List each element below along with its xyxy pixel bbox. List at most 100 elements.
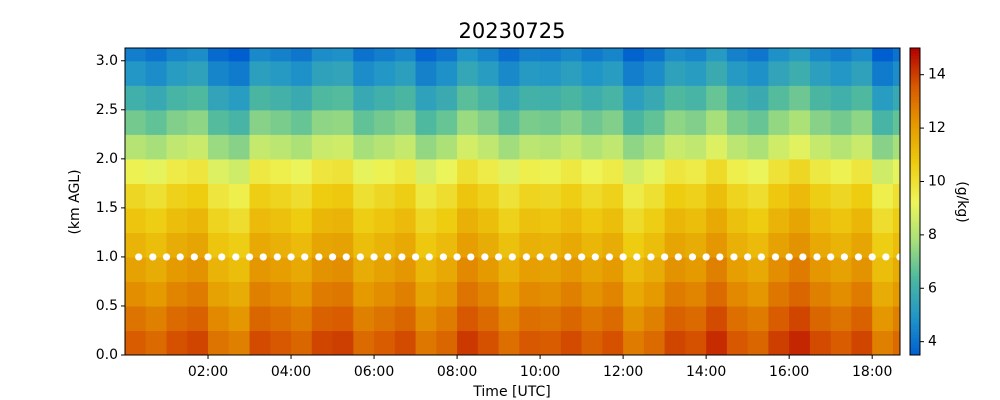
colorbar-segment: [910, 101, 920, 105]
heat-cell: [457, 207, 479, 233]
heat-cell: [643, 281, 666, 307]
marker-dot: [384, 253, 392, 261]
colorbar-segment: [910, 329, 920, 333]
heat-cell: [125, 281, 147, 307]
heat-cell: [187, 256, 209, 283]
heat-cell: [747, 305, 770, 332]
heat-cell: [560, 232, 583, 258]
heat-cell: [457, 183, 479, 209]
heat-cell: [249, 183, 271, 209]
heat-cell: [892, 207, 900, 233]
heat-cell: [477, 109, 500, 135]
heat-cell: [208, 85, 230, 111]
heat-cell: [166, 330, 188, 355]
heat-cell: [706, 232, 728, 258]
heat-cell: [623, 85, 645, 111]
heat-cell: [643, 134, 666, 160]
colorbar-segment: [910, 132, 920, 136]
colorbar-segment: [910, 342, 920, 346]
heat-cell: [291, 134, 313, 160]
colorbar-segment: [910, 150, 920, 154]
heat-cell: [685, 134, 707, 160]
x-tick-label: 04:00: [271, 364, 311, 380]
heat-cell: [270, 60, 292, 86]
heat-cell: [498, 109, 520, 135]
marker-dot: [370, 253, 378, 261]
heat-cell: [643, 60, 666, 86]
heat-cell: [747, 330, 770, 355]
heat-cell: [872, 256, 894, 283]
heat-cell: [415, 134, 437, 160]
heat-cell: [374, 207, 396, 233]
heat-cell: [560, 134, 583, 160]
heat-cell: [623, 134, 645, 160]
colorbar-segment: [910, 206, 920, 210]
heat-cell: [892, 256, 900, 283]
heat-cell: [581, 281, 603, 307]
heat-cell: [332, 232, 354, 258]
heat-cell: [311, 134, 334, 160]
heat-cell: [166, 60, 188, 86]
heat-cell: [726, 330, 749, 355]
heat-cell: [643, 158, 666, 184]
heat-cell: [457, 48, 479, 62]
colorbar-segment: [910, 191, 920, 195]
x-tick-label: 02:00: [188, 364, 228, 380]
heat-cell: [394, 48, 417, 62]
heat-cell: [643, 183, 666, 209]
marker-dot: [633, 253, 641, 261]
heat-cell: [726, 158, 749, 184]
heat-cell: [457, 158, 479, 184]
heat-cell: [872, 158, 894, 184]
colorbar-segment: [910, 48, 920, 52]
marker-dot: [661, 253, 669, 261]
heat-cell: [809, 207, 832, 233]
heat-cell: [809, 281, 832, 307]
heat-cell: [145, 330, 168, 355]
heat-cell: [249, 207, 271, 233]
heat-cell: [457, 85, 479, 111]
heat-cell: [394, 158, 417, 184]
heat-cell: [623, 158, 645, 184]
heat-cell: [477, 134, 500, 160]
heat-cell: [166, 256, 188, 283]
heat-cell: [145, 207, 168, 233]
heat-cell: [145, 305, 168, 332]
colorbar-segment: [910, 198, 920, 202]
heat-cell: [685, 48, 707, 62]
heat-cell: [332, 158, 354, 184]
heat-cell: [602, 305, 624, 332]
y-tick-label: 0.5: [96, 298, 118, 314]
heat-cell: [623, 48, 645, 62]
heat-cell: [685, 305, 707, 332]
heat-cell: [332, 207, 354, 233]
colorbar-segment: [910, 293, 920, 297]
heat-cell: [291, 330, 313, 355]
heat-cell: [291, 60, 313, 86]
marker-dot: [536, 253, 544, 261]
heat-cell: [809, 60, 832, 86]
heat-cell: [249, 60, 271, 86]
heat-cell: [664, 60, 686, 86]
marker-dot: [232, 253, 240, 261]
heat-cell: [145, 232, 168, 258]
colorbar-tick-label: 12: [928, 120, 946, 136]
heat-cell: [747, 207, 770, 233]
heat-cell: [291, 109, 313, 135]
colorbar-segment: [910, 53, 920, 57]
marker-dot: [328, 253, 337, 261]
colorbar-segment: [910, 257, 920, 261]
marker-dot: [757, 253, 765, 261]
heat-cell: [125, 60, 147, 86]
heat-cell: [436, 183, 458, 209]
heat-cell: [664, 48, 686, 62]
heat-cell: [519, 256, 541, 283]
heat-cell: [726, 134, 749, 160]
heat-cell: [789, 330, 811, 355]
heat-cell: [809, 330, 832, 355]
heat-cell: [706, 134, 728, 160]
heat-cell: [540, 281, 562, 307]
colorbar-segment: [910, 347, 920, 351]
marker-dot: [398, 253, 406, 261]
